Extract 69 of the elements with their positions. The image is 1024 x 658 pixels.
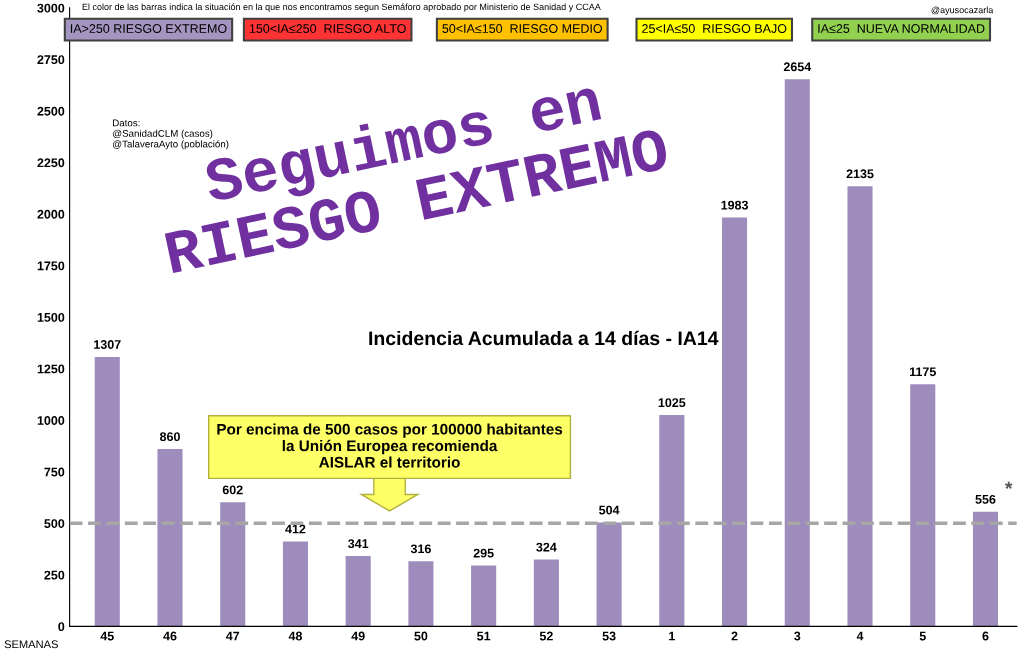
- bar: [596, 522, 622, 627]
- y-tick-label: 2500: [37, 106, 65, 116]
- annotation: El color de las barras indica la situación en la que nos encontramos segun Semáforo aprobado por Ministerio de Sanidad y CCAA: [82, 3, 601, 12]
- x-tick-label: 52: [539, 631, 553, 641]
- bar: [408, 561, 434, 627]
- data-label: 2135: [846, 169, 874, 179]
- data-label: 316: [410, 544, 431, 554]
- annotation: Por encima de 500 casos por 100000 habitantes la Unión Europea recomienda AISLAR el territorio: [217, 423, 563, 468]
- x-axis-title: SEMANAS: [4, 640, 58, 649]
- y-tick-label: 0: [58, 622, 65, 632]
- annotation: 150<IA≤250 RIESGO ALTO: [249, 24, 406, 33]
- data-label: 504: [599, 505, 620, 515]
- data-label: 1307: [94, 340, 121, 349]
- x-tick-label: 1: [669, 631, 675, 641]
- y-tick-label: 1000: [37, 416, 65, 425]
- data-label: 1025: [658, 398, 686, 408]
- data-label: 324: [536, 542, 557, 552]
- y-tick-label: 3000: [37, 3, 65, 13]
- y-tick-label: 250: [44, 570, 65, 580]
- data-label: 412: [285, 524, 306, 534]
- annotation: IA≤25 NUEVA NORMALIDAD: [818, 24, 985, 33]
- bar: [157, 449, 183, 627]
- data-label: 602: [222, 485, 243, 495]
- data-label: 295: [473, 548, 494, 558]
- x-tick-label: 3: [794, 631, 801, 641]
- x-tick-label: 2: [731, 631, 738, 641]
- x-tick-label: 49: [351, 631, 365, 641]
- bar: [345, 556, 371, 627]
- bar: [533, 559, 559, 627]
- annotation: 25<IA≤50 RIESGO BAJO: [642, 24, 787, 33]
- bar: [847, 186, 873, 627]
- bar: [722, 217, 748, 627]
- data-label: 341: [348, 539, 369, 549]
- y-tick-label: 2750: [37, 55, 65, 65]
- y-tick-label: 1500: [37, 312, 65, 322]
- x-tick-label: 50: [414, 631, 428, 641]
- x-tick-label: 46: [163, 631, 177, 641]
- data-label: 1983: [721, 200, 749, 210]
- y-tick-label: 2250: [37, 158, 65, 168]
- x-tick-label: 48: [288, 631, 303, 641]
- x-tick-label: 5: [919, 631, 926, 641]
- data-label: 2654: [783, 62, 812, 72]
- bar: [282, 541, 308, 627]
- bar: [659, 415, 685, 627]
- text: Incidencia Acumulada a 14 días - IA14: [369, 330, 719, 346]
- bar: [910, 384, 936, 627]
- bar: [94, 356, 120, 627]
- annotation: 50<IA≤150 RIESGO MEDIO: [442, 24, 603, 33]
- bar: [972, 511, 999, 627]
- annotation: IA>250 RIESGO EXTREMO: [70, 24, 227, 33]
- y-tick-label: 1250: [37, 364, 65, 374]
- data-label: 1175: [909, 367, 936, 377]
- bar: [784, 79, 810, 627]
- data-label: 860: [159, 432, 180, 442]
- x-tick-label: 45: [100, 631, 114, 641]
- y-tick-label: 2000: [37, 209, 65, 219]
- annotation: @ayusocazarla: [931, 6, 994, 15]
- bar: [220, 502, 246, 627]
- y-tick-label: 1750: [37, 261, 65, 271]
- x-tick-label: 6: [982, 631, 989, 641]
- x-tick-label: 51: [477, 631, 491, 641]
- y-tick-label: 750: [44, 467, 65, 477]
- data-label: 556: [975, 494, 996, 504]
- x-tick-label: 4: [856, 631, 864, 641]
- bar: [471, 565, 497, 627]
- x-tick-label: 47: [225, 631, 240, 641]
- y-tick-label: 500: [44, 519, 65, 528]
- x-tick-label: 53: [602, 631, 616, 641]
- annotation: *: [1004, 481, 1013, 489]
